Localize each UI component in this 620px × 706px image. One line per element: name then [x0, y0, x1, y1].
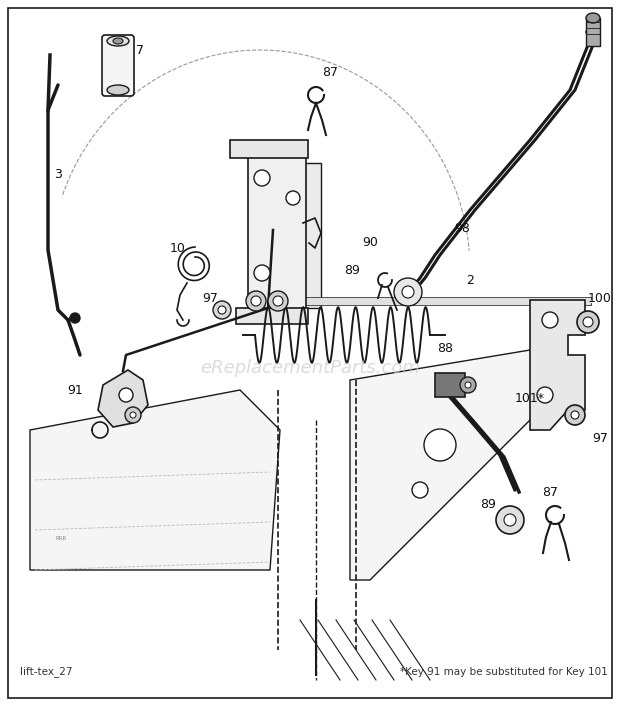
Circle shape [268, 291, 288, 311]
Text: lift-tex_27: lift-tex_27 [20, 666, 73, 678]
Circle shape [577, 311, 599, 333]
Text: 87: 87 [322, 66, 338, 78]
Text: *Key 91 may be substituted for Key 101: *Key 91 may be substituted for Key 101 [401, 667, 608, 677]
Bar [586, 18, 600, 46]
Text: 90: 90 [362, 237, 378, 249]
Circle shape [565, 405, 585, 425]
Ellipse shape [107, 36, 129, 46]
Circle shape [465, 382, 471, 388]
Circle shape [504, 514, 516, 526]
Circle shape [246, 291, 266, 311]
FancyBboxPatch shape [283, 163, 321, 308]
Circle shape [251, 296, 261, 306]
Text: 91: 91 [67, 383, 83, 397]
Ellipse shape [113, 38, 123, 44]
Circle shape [125, 407, 141, 423]
Circle shape [394, 278, 422, 306]
Text: 100: 100 [588, 292, 612, 304]
Text: eReplacementParts.com: eReplacementParts.com [200, 359, 420, 377]
Circle shape [218, 306, 226, 314]
Circle shape [571, 411, 579, 419]
Circle shape [70, 313, 80, 323]
Circle shape [213, 301, 231, 319]
Text: 101*: 101* [515, 392, 545, 405]
Polygon shape [30, 390, 280, 570]
Circle shape [119, 388, 133, 402]
Circle shape [273, 296, 283, 306]
Text: 98: 98 [454, 222, 470, 234]
Polygon shape [530, 300, 585, 430]
Text: 89: 89 [480, 498, 496, 510]
Ellipse shape [586, 27, 600, 37]
Circle shape [424, 429, 456, 461]
Circle shape [460, 377, 476, 393]
Text: 10: 10 [170, 241, 186, 254]
Circle shape [286, 191, 300, 205]
Text: 97: 97 [202, 292, 218, 304]
FancyBboxPatch shape [102, 35, 134, 96]
Text: 89: 89 [344, 263, 360, 277]
Text: 3: 3 [54, 169, 62, 181]
Bar [435, 373, 465, 397]
Circle shape [412, 482, 428, 498]
FancyBboxPatch shape [248, 148, 306, 313]
Circle shape [402, 286, 414, 298]
Text: 87: 87 [542, 486, 558, 498]
Text: 88: 88 [437, 342, 453, 354]
Text: RRR: RRR [55, 536, 66, 541]
Text: 2: 2 [466, 273, 474, 287]
Circle shape [254, 265, 270, 281]
FancyBboxPatch shape [230, 140, 308, 158]
Polygon shape [98, 370, 148, 427]
FancyBboxPatch shape [236, 308, 308, 324]
Circle shape [254, 170, 270, 186]
Circle shape [537, 387, 553, 403]
Text: 97: 97 [592, 431, 608, 445]
Polygon shape [350, 350, 560, 580]
Text: 7: 7 [136, 44, 144, 56]
Circle shape [130, 412, 136, 418]
Circle shape [583, 317, 593, 327]
Circle shape [496, 506, 524, 534]
Ellipse shape [586, 13, 600, 23]
Ellipse shape [107, 85, 129, 95]
Circle shape [542, 312, 558, 328]
